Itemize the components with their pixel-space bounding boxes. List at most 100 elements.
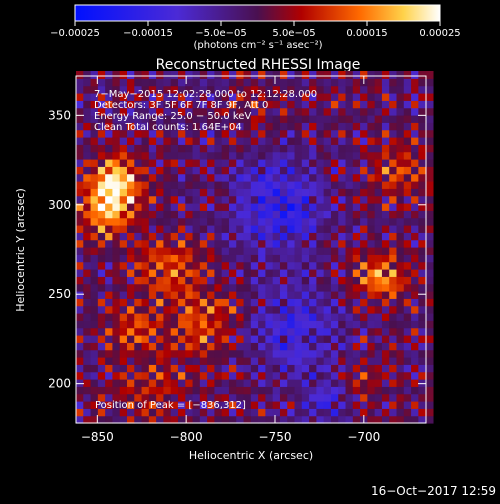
heatmap-cell bbox=[119, 180, 128, 189]
heatmap-cell bbox=[272, 291, 281, 299]
heatmap-cell bbox=[228, 349, 237, 358]
heatmap-cell bbox=[148, 202, 157, 211]
heatmap-cell bbox=[316, 136, 325, 145]
heatmap-cell bbox=[148, 70, 157, 79]
heatmap-cell bbox=[126, 166, 135, 175]
heatmap-cell bbox=[170, 70, 179, 79]
heatmap-cell bbox=[279, 349, 288, 358]
heatmap-cell bbox=[236, 247, 245, 255]
heatmap-cell bbox=[236, 261, 245, 270]
heatmap-cell bbox=[425, 166, 434, 175]
heatmap-cell bbox=[389, 298, 398, 307]
heatmap-cell bbox=[374, 364, 383, 373]
heatmap-cell bbox=[192, 305, 201, 314]
heatmap-cell bbox=[170, 298, 179, 307]
heatmap-cell bbox=[323, 313, 332, 321]
heatmap-cell bbox=[90, 92, 99, 101]
heatmap-cell bbox=[97, 415, 106, 424]
heatmap-cell bbox=[97, 313, 106, 321]
heatmap-cell bbox=[316, 298, 325, 307]
heatmap-cell bbox=[396, 78, 405, 87]
y-tick-label: 200 bbox=[48, 377, 71, 391]
heatmap-cell bbox=[163, 379, 172, 387]
heatmap-cell bbox=[360, 217, 368, 226]
heatmap-cell bbox=[170, 180, 179, 189]
heatmap-cell bbox=[214, 195, 223, 204]
heatmap-cell bbox=[316, 100, 325, 109]
heatmap-cell bbox=[243, 415, 252, 424]
heatmap-cell bbox=[389, 254, 398, 263]
heatmap-cell bbox=[287, 158, 296, 167]
heatmap-cell bbox=[185, 327, 194, 336]
heatmap-cell bbox=[258, 364, 266, 373]
heatmap-cell bbox=[265, 379, 274, 387]
heatmap-cell bbox=[199, 305, 208, 314]
heatmap-cell bbox=[90, 144, 99, 153]
heatmap-cell bbox=[112, 254, 121, 263]
heatmap-cell bbox=[141, 225, 150, 233]
heatmap-cell bbox=[250, 173, 259, 182]
heatmap-cell bbox=[258, 408, 266, 417]
heatmap-cell bbox=[156, 415, 165, 424]
heatmap-cell bbox=[126, 269, 135, 277]
heatmap-cell bbox=[90, 188, 99, 197]
heatmap-cell bbox=[221, 217, 230, 226]
heatmap-cell bbox=[236, 269, 245, 277]
heatmap-cell bbox=[301, 408, 310, 417]
heatmap-cell bbox=[243, 225, 252, 233]
heatmap-cell bbox=[360, 298, 368, 307]
heatmap-cell bbox=[345, 210, 354, 219]
heatmap-cell bbox=[250, 320, 259, 329]
heatmap-cell bbox=[345, 188, 354, 197]
heatmap-cell bbox=[425, 364, 434, 373]
heatmap-cell bbox=[287, 313, 296, 321]
heatmap-cell bbox=[156, 247, 165, 255]
heatmap-cell bbox=[396, 151, 405, 160]
heatmap-cell bbox=[250, 386, 259, 395]
heatmap-cell bbox=[134, 401, 143, 409]
heatmap-cell bbox=[228, 269, 237, 277]
heatmap-cell bbox=[199, 269, 208, 277]
heatmap-cell bbox=[338, 144, 347, 153]
heatmap-cell bbox=[367, 217, 376, 226]
heatmap-cell bbox=[141, 415, 150, 424]
heatmap-cell bbox=[360, 202, 368, 211]
heatmap-cell bbox=[221, 144, 230, 153]
heatmap-cell bbox=[177, 408, 186, 417]
heatmap-cell bbox=[192, 342, 201, 351]
heatmap-cell bbox=[279, 313, 288, 321]
heatmap-cell bbox=[265, 349, 274, 358]
heatmap-cell bbox=[411, 232, 419, 241]
x-axis-label: Heliocentric X (arcsec) bbox=[189, 449, 313, 462]
heatmap-cell bbox=[330, 180, 339, 189]
heatmap-cell bbox=[90, 217, 99, 226]
heatmap-cell bbox=[185, 166, 194, 175]
heatmap-cell bbox=[236, 173, 245, 182]
heatmap-cell bbox=[352, 247, 361, 255]
heatmap-cell bbox=[83, 415, 92, 424]
heatmap-cell bbox=[243, 92, 252, 101]
heatmap-cell bbox=[119, 364, 128, 373]
heatmap-cell bbox=[338, 129, 347, 138]
heatmap-cell bbox=[403, 202, 412, 211]
heatmap-cell bbox=[119, 320, 128, 329]
heatmap-cell bbox=[330, 136, 339, 145]
heatmap-cell bbox=[236, 327, 245, 336]
heatmap-cell bbox=[236, 70, 245, 79]
heatmap-cell bbox=[141, 269, 150, 277]
heatmap-cell bbox=[163, 364, 172, 373]
heatmap-cell bbox=[418, 269, 427, 277]
heatmap-cell bbox=[236, 305, 245, 314]
heatmap-cell bbox=[126, 305, 135, 314]
heatmap-cell bbox=[141, 85, 150, 94]
heatmap-cell bbox=[272, 393, 281, 402]
heatmap-cell bbox=[185, 217, 194, 226]
heatmap-cell bbox=[418, 371, 427, 380]
heatmap-cell bbox=[126, 173, 135, 182]
heatmap-cell bbox=[301, 195, 310, 204]
heatmap-cell bbox=[396, 393, 405, 402]
heatmap-cell bbox=[214, 217, 223, 226]
heatmap-cell bbox=[119, 70, 128, 79]
heatmap-cell bbox=[207, 320, 215, 329]
heatmap-cell bbox=[163, 70, 172, 79]
